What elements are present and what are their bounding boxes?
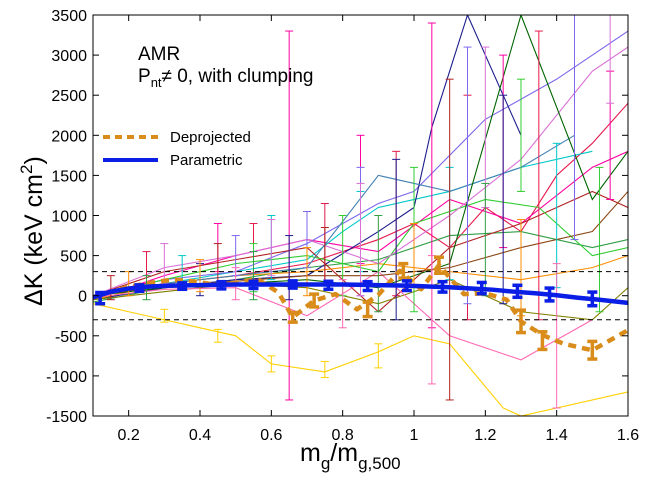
sim-errorbar-3-1 <box>160 308 169 323</box>
sim-errorbar-3-3 <box>267 355 276 373</box>
sim-errorbar-3-2 <box>213 328 222 343</box>
sim-errorbar-11-2 <box>249 251 258 301</box>
deprojected-line <box>93 262 628 353</box>
parametric-errorbar-7 <box>323 279 334 292</box>
y-tick-label-9: 2500 <box>51 88 87 105</box>
parametric-errorbar-3 <box>177 281 188 292</box>
sim-errorbar-3-4 <box>320 360 329 379</box>
x-tick-label-8: 1.6 <box>617 427 639 444</box>
legend-parametric-label: Parametric <box>170 152 243 169</box>
y-title-sup: 2 <box>17 165 36 174</box>
x-title-mid: /m <box>330 439 358 467</box>
legend-deprojected-label: Deprojected <box>170 129 251 146</box>
y-tick-label-5: 500 <box>60 249 87 266</box>
x-axis-title: mg/mg,500 <box>300 439 401 473</box>
sim-errorbar-8-2 <box>267 219 276 277</box>
deprojected-errorbar-7 <box>537 330 548 352</box>
sim-errorbar-12-4 <box>445 78 454 401</box>
y-title-pre: ΔK (keV cm <box>20 174 48 306</box>
parametric-errorbar-10 <box>437 279 448 294</box>
y-axis-ticks: -1500 -1000 -500 0 500 1000 1500 2000 2500 3000 35… <box>46 8 628 426</box>
sim-errorbar-10-4 <box>552 263 561 409</box>
parametric-line <box>93 282 628 306</box>
parametric-errorbar-4 <box>216 279 227 291</box>
y-title-post: ) <box>20 156 48 164</box>
deprojected-errorbar-4 <box>398 261 409 280</box>
parametric-errorbar-12 <box>512 283 523 300</box>
deprojected-errorbar-2 <box>309 292 320 309</box>
y-tick-label-10: 3000 <box>51 48 87 65</box>
parametric-errorbar-11 <box>476 280 487 296</box>
parametric-errorbar-9 <box>401 279 412 293</box>
sim-profile-6 <box>93 30 628 297</box>
parametric-errorbar-8 <box>362 279 373 293</box>
parametric-errorbar-1 <box>95 290 106 306</box>
deprojected-errorbar-8 <box>587 339 598 361</box>
x-axis-ticks: 0.2 0.4 0.6 0.8 1 1.2 1.4 1.6 <box>118 15 639 444</box>
sim-errorbar-8-3 <box>356 182 365 297</box>
sim-errorbar-8-5 <box>606 15 615 104</box>
x-tick-label-1: 0.2 <box>118 427 140 444</box>
annotation-line-2: Pnt≠ 0, with clumping <box>138 66 313 90</box>
parametric-errorbar-13 <box>544 286 555 303</box>
x-tick-label-6: 1.2 <box>474 427 496 444</box>
annotation-p-sub: nt <box>151 75 162 90</box>
y-tick-label-4: 0 <box>78 289 87 306</box>
x-tick-label-5: 1 <box>410 427 419 444</box>
y-tick-label-7: 1500 <box>51 168 87 185</box>
deprojected-errorbar-1 <box>287 310 298 324</box>
annotation-line-1: AMR <box>138 44 180 65</box>
annotation-p: P <box>138 66 151 87</box>
x-title-sub2: g,500 <box>358 454 401 473</box>
y-tick-label-2: -1000 <box>46 369 87 386</box>
deprojected-errorbar-3 <box>362 300 373 319</box>
y-tick-label-11: 3500 <box>51 8 87 25</box>
parametric-errorbar-5 <box>248 279 259 291</box>
y-tick-label-8: 2000 <box>51 128 87 145</box>
sim-errorbar-12-1 <box>106 275 115 301</box>
sim-errorbar-11-4 <box>481 182 490 297</box>
x-title-sub1: g <box>321 454 330 473</box>
parametric-errorbar-2 <box>134 283 145 294</box>
x-title-m: m <box>300 439 321 467</box>
legend: Deprojected Parametric <box>103 129 251 169</box>
y-tick-label-1: -1500 <box>46 409 87 426</box>
parametric-errorbar-6 <box>287 279 298 290</box>
y-tick-label-3: -500 <box>55 329 87 346</box>
main-profiles <box>93 255 628 361</box>
sim-errorbar-3-5 <box>374 343 383 369</box>
sim-errorbar-5-4 <box>463 46 472 305</box>
deprojected-errorbar-6 <box>516 308 526 335</box>
sim-errorbar-7-4 <box>517 78 525 192</box>
sim-errorbar-5-5 <box>570 15 579 241</box>
reference-lines <box>93 271 628 321</box>
simulation-profiles <box>93 15 628 416</box>
sim-errorbar-10-2 <box>338 279 347 329</box>
y-axis-title: ΔK (keV cm2) <box>17 156 48 306</box>
sim-errorbar-2-2 <box>285 30 294 401</box>
x-tick-label-7: 1.4 <box>546 427 568 444</box>
annotation-rest: ≠ 0, with clumping <box>162 66 314 87</box>
x-tick-label-3: 0.6 <box>260 427 282 444</box>
parametric-errorbar-14 <box>587 290 598 308</box>
y-tick-label-6: 1000 <box>51 209 87 226</box>
x-tick-label-4: 0.8 <box>332 427 354 444</box>
x-tick-label-2: 0.4 <box>189 427 211 444</box>
deprojected-errorbar-5 <box>433 255 444 275</box>
sim-errorbar-6-4 <box>499 94 508 305</box>
sim-errorbar-7-5 <box>595 166 604 313</box>
